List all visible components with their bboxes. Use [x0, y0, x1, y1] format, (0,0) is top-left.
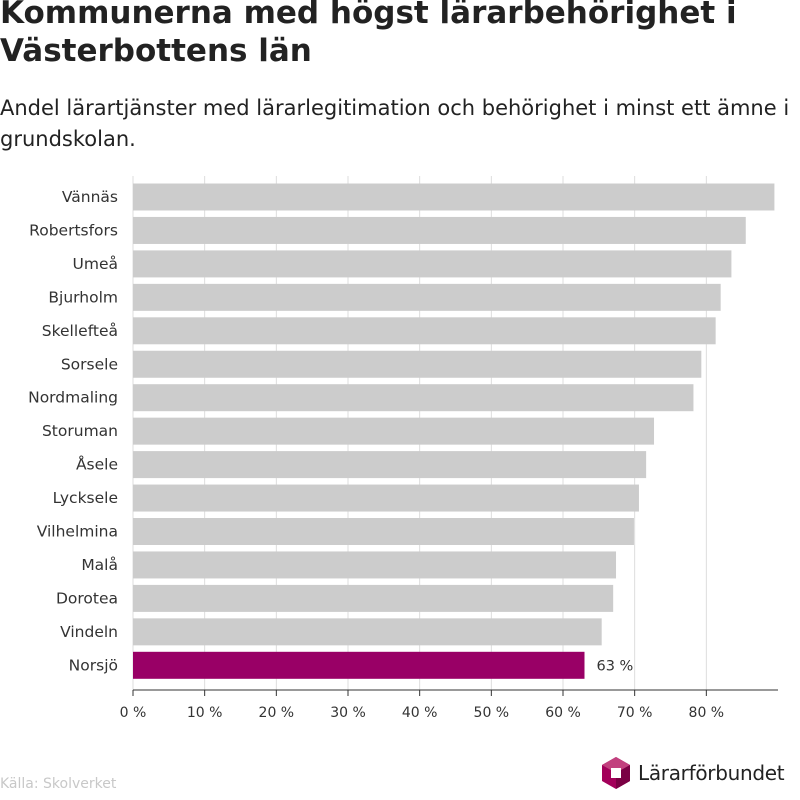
x-tick-label: 20 %	[259, 705, 295, 721]
category-label: Vännäs	[62, 188, 118, 206]
source-note: Källa: Skolverket	[0, 776, 117, 792]
x-axis: 0 % 10 % 20 % 30 % 40 % 50 % 60 % 70 % 80 %	[120, 689, 778, 721]
category-label: Malå	[81, 556, 118, 574]
category-label: Sorsele	[61, 355, 118, 373]
category-label: Storuman	[42, 422, 118, 440]
chart-title: Kommunerna med högst lärarbehörighet i V…	[0, 0, 737, 69]
bar-2	[133, 216, 746, 244]
bar-14	[133, 618, 602, 646]
category-label: Nordmaling	[28, 389, 118, 407]
bar-8	[133, 417, 655, 445]
bar-6	[133, 350, 702, 378]
bar-3	[133, 250, 732, 278]
x-tick-label: 70 %	[617, 705, 653, 721]
category-label: Bjurholm	[48, 288, 118, 306]
bar-15	[133, 651, 585, 679]
category-label: Skellefteå	[42, 322, 118, 340]
x-tick-label: 40 %	[402, 705, 438, 721]
bar-7	[133, 384, 694, 412]
bar-chart: Vännäs Robertsfors Umeå Bjurholm Skellefteå S…	[28, 176, 778, 721]
bar-10	[133, 484, 639, 512]
hexagon-logo-icon	[602, 757, 630, 789]
x-tick-label: 10 %	[187, 705, 223, 721]
bar-4	[133, 283, 721, 311]
bar-13	[133, 584, 614, 612]
category-label: Robertsfors	[29, 221, 118, 239]
brand-name: Lärarförbundet	[638, 761, 785, 785]
category-label: Lycksele	[53, 489, 118, 507]
bar-9	[133, 451, 647, 479]
bar-12	[133, 551, 617, 579]
bar-11	[133, 518, 634, 545]
category-label: Umeå	[73, 255, 118, 273]
category-labels: Vännäs Robertsfors Umeå Bjurholm Skellefteå S…	[28, 188, 633, 674]
category-label: Vilhelmina	[37, 523, 118, 541]
x-tick-label: 50 %	[474, 705, 510, 721]
x-tick-label: 30 %	[330, 705, 366, 721]
data-label: 63 %	[597, 658, 634, 674]
brand-logo: Lärarförbundet	[600, 756, 785, 790]
x-tick-label: 60 %	[545, 705, 581, 721]
category-label: Dorotea	[56, 589, 118, 607]
bars	[133, 183, 775, 679]
x-tick-label: 80 %	[689, 705, 725, 721]
category-label: Åsele	[76, 455, 118, 474]
bar-5	[133, 317, 716, 345]
category-label: Norsjö	[69, 656, 118, 674]
chart-subtitle: Andel lärartjänster med lärarlegitimatio…	[0, 96, 790, 151]
category-label: Vindeln	[60, 623, 118, 641]
x-tick-label: 0 %	[120, 705, 147, 721]
bar-1	[133, 183, 775, 211]
